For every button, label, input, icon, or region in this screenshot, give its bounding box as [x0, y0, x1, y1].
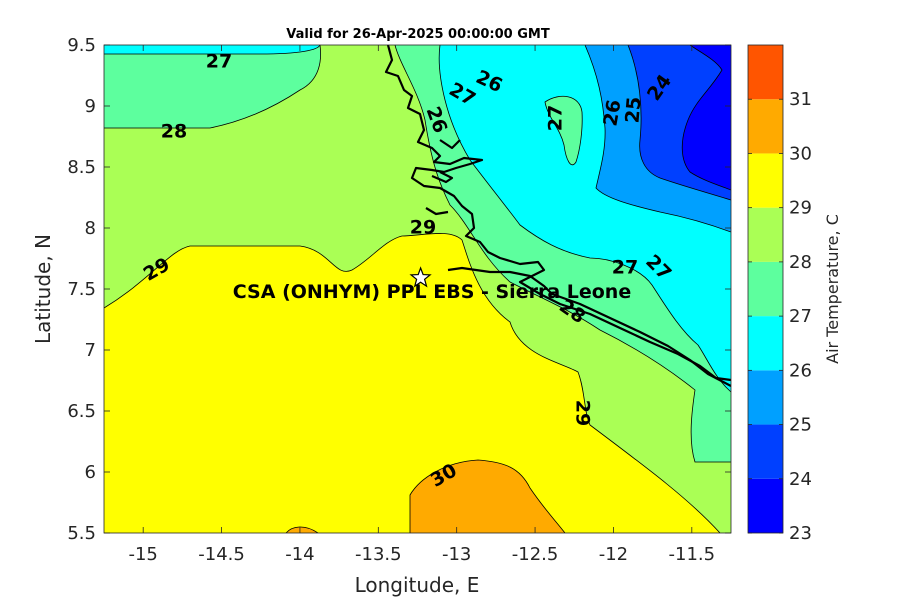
temp-band-27-28-north	[104, 45, 321, 128]
colorbar-tick-label: 30	[789, 143, 812, 164]
x-axis-label: Longitude, E	[355, 573, 480, 597]
temp-band-23-24	[682, 45, 731, 190]
colorbar-swatch	[748, 478, 783, 533]
colorbar-tick-label: 26	[789, 360, 812, 381]
contour-label: 25	[621, 96, 645, 124]
contour-label: 29	[572, 400, 594, 426]
map-title: Valid for 26-Apr-2025 00:00:00 GMT	[286, 27, 550, 42]
x-tick-label: -13	[442, 544, 471, 565]
temp-band-30-31-small	[286, 526, 318, 533]
colorbar-tick-label: 31	[789, 89, 812, 110]
contour-label: 29	[410, 217, 436, 239]
site-label: CSA (ONHYM) PPL EBS - Sierra Leone	[233, 281, 631, 303]
coastline	[384, 45, 731, 382]
x-tick-label: -15	[128, 544, 157, 565]
colorbar-swatch	[748, 370, 783, 425]
y-tick-label: 6.5	[67, 401, 96, 422]
colorbar-tick-label: 23	[789, 523, 812, 544]
colorbar-swatch	[748, 45, 783, 100]
contour-label: 27	[612, 257, 638, 279]
y-tick-label: 9.5	[67, 35, 96, 56]
y-tick-label: 7	[85, 340, 96, 361]
y-tick-label: 8.5	[67, 157, 96, 178]
colorbar-tick-label: 28	[789, 252, 812, 273]
x-tick-label: -14	[285, 544, 314, 565]
map-plot-area	[104, 45, 731, 533]
colorbar-swatch	[748, 99, 783, 154]
temp-band-29-30	[104, 233, 720, 533]
y-axis-label: Latitude, N	[31, 234, 55, 344]
coastline-inner	[447, 266, 731, 387]
colorbar-tick-label: 25	[789, 415, 812, 436]
colorbar-frame	[747, 44, 784, 534]
x-tick-label: -13.5	[355, 544, 402, 565]
colorbar-swatch	[748, 207, 783, 262]
contour-label: 27	[545, 105, 567, 131]
y-tick-label: 6	[85, 462, 96, 483]
contour-label: 28	[161, 121, 187, 143]
y-tick-label: 7.5	[67, 279, 96, 300]
y-axis-ticks: 5.5 6 6.5 7 7.5 8 8.5 9 9.5	[67, 35, 731, 544]
colorbar-tick-label: 29	[789, 198, 812, 219]
temp-band-30-31	[410, 460, 565, 533]
contour-label: 26	[599, 98, 625, 128]
colorbar-swatch	[748, 261, 783, 317]
site-marker: CSA (ONHYM) PPL EBS - Sierra Leone	[233, 266, 631, 303]
x-tick-label: -12	[599, 544, 628, 565]
colorbar-tick-label: 27	[789, 306, 812, 327]
x-tick-label: -11.5	[669, 544, 716, 565]
x-tick-label: -14.5	[198, 544, 245, 565]
colorbar-swatch	[748, 153, 783, 208]
contour-lines	[104, 45, 731, 533]
colorbar-swatch	[748, 316, 783, 371]
star-icon	[409, 266, 432, 288]
x-tick-label: -12.5	[512, 544, 559, 565]
y-tick-label: 8	[85, 218, 96, 239]
y-tick-label: 9	[85, 96, 96, 117]
x-axis-ticks: -15 -14.5 -14 -13.5 -13 -12.5 -12 -11.5	[128, 45, 715, 565]
colorbar: 23 24 25 26 27 28 29 30 31	[747, 44, 812, 544]
colorbar-swatch	[748, 424, 783, 479]
colorbar-tick-label: 24	[789, 469, 812, 490]
contour-label: 27	[206, 51, 232, 73]
temp-band-27-28-island	[545, 96, 583, 165]
colorbar-label: Air Temperature, C	[823, 214, 842, 364]
temp-band-26-27-north	[104, 45, 320, 54]
coastline-estuary	[425, 139, 461, 216]
y-tick-label: 5.5	[67, 523, 96, 544]
